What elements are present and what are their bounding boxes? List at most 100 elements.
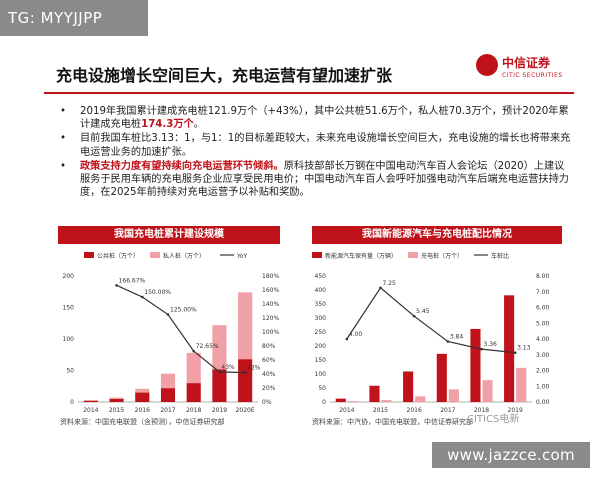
x-tick-label: 2015 xyxy=(373,407,388,414)
x-tick-label: 2016 xyxy=(135,407,150,414)
trend-line xyxy=(346,286,516,354)
legend-label: 车桩比 xyxy=(491,252,509,260)
bar-private xyxy=(109,397,124,399)
x-tick-label: 2014 xyxy=(83,407,98,414)
legend-label: 新能源汽车保有量（万辆） xyxy=(325,252,397,260)
bullet-marker: • xyxy=(60,133,67,145)
y-tick-label: 150 xyxy=(315,357,327,364)
logo-name-cn: 中信证券 xyxy=(502,56,551,70)
trend-line xyxy=(116,284,246,374)
y-tick-label: 100 xyxy=(315,371,327,378)
y2-tick-label: 80% xyxy=(262,343,276,350)
y-tick-label: 0 xyxy=(322,399,326,406)
bullet-marker: • xyxy=(60,106,67,117)
legend-swatch xyxy=(408,252,418,258)
bar-public xyxy=(212,369,227,402)
bar-public xyxy=(186,383,201,402)
y2-tick-label: 20% xyxy=(262,385,276,392)
right-chart-source: 资料来源：中汽协，中国充电联盟，中信证券研究部 xyxy=(312,418,473,426)
left-chart: 公共桩（万个） 私人桩（万个） YoY 0 50 100 150 200 0% 20% 40% 60%… xyxy=(63,252,279,414)
bar-private xyxy=(160,373,176,389)
legend-label: 公共桩（万个） xyxy=(97,252,139,260)
y2-tick-label: 6.00 xyxy=(536,305,550,312)
channel-tag: TG: MYYJJPP xyxy=(0,0,148,36)
bar-public xyxy=(109,398,124,402)
bar-public xyxy=(160,388,176,402)
right-chart: 新能源汽车保有量（万辆） 充电桩（万个） 车桩比 0 50 100 150 200 250 300… xyxy=(312,252,550,414)
bullet-marker: • xyxy=(60,160,67,172)
y-tick-label: 100 xyxy=(63,336,75,343)
bar-private xyxy=(135,388,150,393)
trend-point xyxy=(218,370,221,374)
left-chart-header: 我国充电桩累计建设规模 xyxy=(58,226,280,244)
y-tick-label: 50 xyxy=(318,385,326,392)
y2-tick-label: 3.00 xyxy=(536,352,550,359)
trend-point xyxy=(412,314,416,318)
bar-ev-stock xyxy=(403,371,414,402)
bullet-text-end: 。 xyxy=(193,119,204,131)
legend-swatch xyxy=(84,252,94,258)
bar-chargers xyxy=(482,380,493,402)
bar-chargers xyxy=(516,367,527,402)
bullet-item: • 2019年我国累计建成充电桩121.9万个（+43%），其中公共桩51.6万… xyxy=(60,105,574,131)
y2-tick-label: 7.00 xyxy=(536,289,550,296)
data-label: 42% xyxy=(247,365,261,372)
y-tick-label: 350 xyxy=(315,301,327,308)
y-tick-label: 150 xyxy=(63,305,75,312)
data-label: 3.84 xyxy=(450,334,464,341)
data-label: 3.13 xyxy=(517,345,531,352)
citic-logo-icon xyxy=(476,54,498,76)
y-tick-label: 200 xyxy=(315,343,327,350)
trend-point xyxy=(243,371,247,374)
x-tick-label: 2016 xyxy=(407,407,422,414)
trend-point xyxy=(166,313,170,316)
bar-private xyxy=(186,352,201,384)
x-tick-label: 2019 xyxy=(508,407,523,414)
x-tick-label: 2018 xyxy=(474,407,489,414)
left-chart-source: 资料来源：中国充电联盟（含预测），中信证券研究部 xyxy=(60,418,225,426)
bullet-text: 原科技部部长万钢在中国电动汽车百人会论坛（2020）上建议服务于民用车辆的充电服… xyxy=(80,160,569,199)
legend-label: 私人桩（万个） xyxy=(163,252,205,260)
watermark: CITICS电新 xyxy=(467,414,520,425)
right-chart-header: 我国新能源汽车与充电桩配比情况 xyxy=(312,226,562,244)
bar-ev-stock xyxy=(436,353,447,402)
legend-label: 充电桩（万个） xyxy=(421,252,463,260)
y-tick-label: 450 xyxy=(315,273,327,280)
citic-logo: 中信证券 CITIC SECURITIES xyxy=(476,52,566,92)
logo-name-en: CITIC SECURITIES xyxy=(502,72,563,79)
legend-swatch xyxy=(150,252,160,258)
bullet-highlight: 174.3万个 xyxy=(141,119,194,131)
bar-ev-stock xyxy=(504,295,515,402)
data-label: 166.67% xyxy=(119,277,146,284)
bar-private xyxy=(238,292,253,360)
x-tick-label: 2020E xyxy=(236,407,255,414)
x-tick-label: 2017 xyxy=(160,407,175,414)
y-tick-label: 400 xyxy=(315,287,327,294)
bullet-list: • 2019年我国累计建成充电桩121.9万个（+43%），其中公共桩51.6万… xyxy=(60,105,574,200)
data-label: 43% xyxy=(221,364,235,371)
bar-public xyxy=(83,400,98,402)
bar-chargers xyxy=(415,396,426,402)
trend-point xyxy=(513,351,517,355)
y2-tick-label: 140% xyxy=(262,301,279,308)
title-divider xyxy=(44,92,574,94)
bullet-text: 2019年我国累计建成充电桩121.9万个（+43%），其中公共桩51.6万个，… xyxy=(80,106,569,131)
bar-public xyxy=(135,392,150,402)
trend-point xyxy=(115,284,118,287)
bar-ev-stock xyxy=(335,398,346,402)
y2-tick-label: 8.00 xyxy=(536,273,550,280)
trend-point xyxy=(140,295,144,299)
trend-point xyxy=(345,337,349,341)
y-tick-label: 250 xyxy=(315,329,327,336)
bullet-highlight: 政策支持力度有望持续向充电运营环节倾斜。 xyxy=(80,160,284,172)
data-label: 125.00% xyxy=(170,307,197,314)
bullet-item: • 政策支持力度有望持续向充电运营环节倾斜。原科技部部长万钢在中国电动汽车百人会… xyxy=(60,160,574,200)
y2-tick-label: 180% xyxy=(262,273,279,280)
y2-tick-label: 0.00 xyxy=(536,399,550,406)
bar-chargers xyxy=(347,401,358,402)
y2-tick-label: 1.00 xyxy=(536,383,550,390)
y-tick-label: 300 xyxy=(315,315,327,322)
legend-label: YoY xyxy=(236,253,248,260)
slide-title: 充电设施增长空间巨大，充电运营有望加速扩张 xyxy=(56,66,393,85)
trend-point xyxy=(192,349,196,353)
